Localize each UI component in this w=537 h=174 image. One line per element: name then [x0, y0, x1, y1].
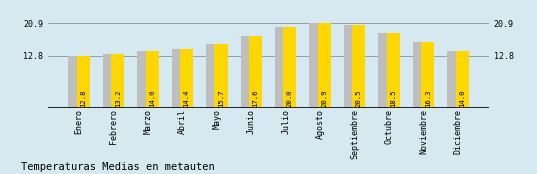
Bar: [352, 25, 365, 108]
Bar: [77, 56, 90, 108]
Bar: [137, 51, 150, 108]
Text: 15.7: 15.7: [218, 89, 224, 107]
Bar: [68, 56, 82, 108]
Text: 14.4: 14.4: [184, 89, 190, 107]
Bar: [275, 27, 288, 108]
Bar: [318, 23, 331, 108]
Bar: [413, 42, 426, 108]
Text: 14.0: 14.0: [459, 89, 465, 107]
Bar: [284, 27, 296, 108]
Text: 17.6: 17.6: [252, 89, 258, 107]
Bar: [180, 49, 193, 108]
Bar: [214, 44, 228, 108]
Bar: [455, 51, 469, 108]
Text: 12.8: 12.8: [80, 89, 86, 107]
Bar: [447, 51, 460, 108]
Bar: [103, 54, 116, 108]
Bar: [249, 36, 262, 108]
Bar: [241, 36, 253, 108]
Bar: [146, 51, 158, 108]
Text: Temperaturas Medias en metauten: Temperaturas Medias en metauten: [21, 162, 215, 172]
Bar: [421, 42, 434, 108]
Bar: [344, 25, 357, 108]
Bar: [111, 54, 124, 108]
Text: 18.5: 18.5: [390, 89, 396, 107]
Text: 13.2: 13.2: [114, 89, 121, 107]
Text: 14.0: 14.0: [149, 89, 155, 107]
Text: 20.9: 20.9: [321, 89, 328, 107]
Bar: [379, 33, 391, 108]
Bar: [206, 44, 219, 108]
Text: 20.5: 20.5: [355, 89, 362, 107]
Bar: [309, 23, 323, 108]
Text: 16.3: 16.3: [425, 89, 431, 107]
Bar: [172, 49, 185, 108]
Text: 20.0: 20.0: [287, 89, 293, 107]
Bar: [387, 33, 400, 108]
